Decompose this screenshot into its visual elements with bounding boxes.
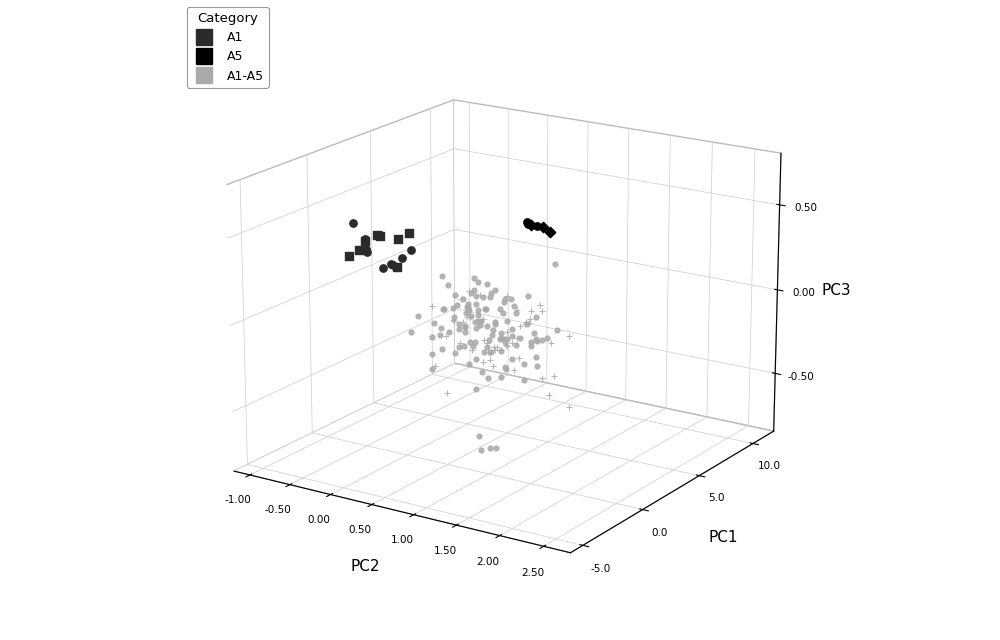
- Y-axis label: PC1: PC1: [709, 531, 738, 545]
- X-axis label: PC2: PC2: [351, 559, 380, 574]
- Legend: A1, A5, A1-A5: A1, A5, A1-A5: [187, 7, 269, 88]
